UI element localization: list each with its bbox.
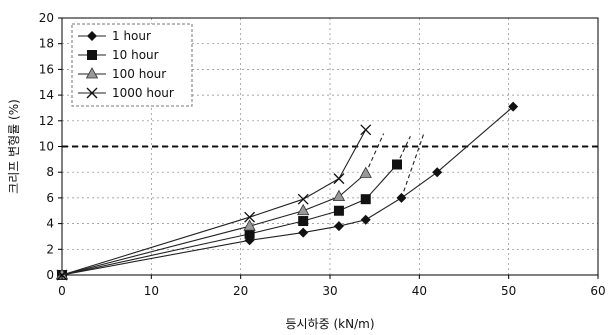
y-tick-label: 4: [46, 217, 54, 231]
y-tick-label: 6: [46, 191, 54, 205]
x-tick-label: 50: [501, 284, 516, 298]
data-point: [298, 227, 309, 238]
x-tick-label: 10: [144, 284, 159, 298]
x-axis-label: 등시하중 (kN/m): [286, 317, 375, 331]
data-point: [392, 159, 402, 170]
data-point: [333, 173, 345, 185]
series-line: [61, 164, 398, 276]
x-tick-label: 0: [58, 284, 66, 298]
series-layer: [55, 101, 519, 281]
data-point: [359, 166, 372, 178]
y-tick-label: 18: [39, 37, 54, 51]
legend-label: 100 hour: [112, 67, 166, 81]
y-axis-label: 크리프 변형률 (%): [7, 99, 21, 194]
legend-marker: [86, 87, 98, 99]
legend-label: 10 hour: [112, 48, 159, 62]
y-tick-label: 14: [39, 88, 54, 102]
series-line: [61, 129, 367, 276]
data-point: [432, 167, 443, 178]
x-tick-label: 60: [590, 284, 605, 298]
legend-label: 1000 hour: [112, 86, 174, 100]
data-point: [333, 221, 344, 232]
legend-label: 1 hour: [112, 29, 151, 43]
data-point: [298, 216, 309, 227]
series-line: [61, 173, 367, 276]
y-tick-label: 16: [39, 62, 54, 76]
data-point: [243, 219, 256, 231]
data-point: [244, 228, 255, 239]
series-extension-line: [396, 135, 411, 165]
y-tick-label: 8: [46, 165, 54, 179]
y-tick-label: 20: [39, 11, 54, 25]
data-point: [360, 124, 372, 136]
legend-marker: [87, 50, 97, 60]
data-point: [360, 194, 371, 205]
y-tick-label: 2: [46, 242, 54, 256]
legend: 1 hour 10 hour 100 hour 1000 hour: [71, 23, 193, 107]
x-tick-label: 20: [233, 284, 248, 298]
y-tick-label: 10: [39, 140, 54, 154]
data-point: [332, 189, 346, 202]
series-extension-line: [400, 133, 425, 199]
y-tick-label: 0: [46, 268, 54, 282]
data-point: [360, 214, 371, 225]
series-extension-line: [365, 133, 385, 174]
x-tick-label: 40: [412, 284, 427, 298]
data-point: [244, 211, 256, 223]
data-point: [396, 192, 407, 203]
data-point: [333, 205, 344, 216]
x-tick-label: 30: [322, 284, 337, 298]
grid: [62, 18, 598, 275]
series-line: [61, 106, 514, 276]
y-tick-label: 12: [39, 114, 54, 128]
legend-marker: [87, 31, 97, 41]
legend-marker: [85, 67, 99, 79]
data-point: [297, 203, 310, 216]
data-point: [297, 193, 309, 205]
data-point: [508, 101, 519, 112]
axis-ticks: 0 2 4 6 8 10 12 14 16 18 20 0 10 20 30 40 50 60: [39, 11, 606, 298]
